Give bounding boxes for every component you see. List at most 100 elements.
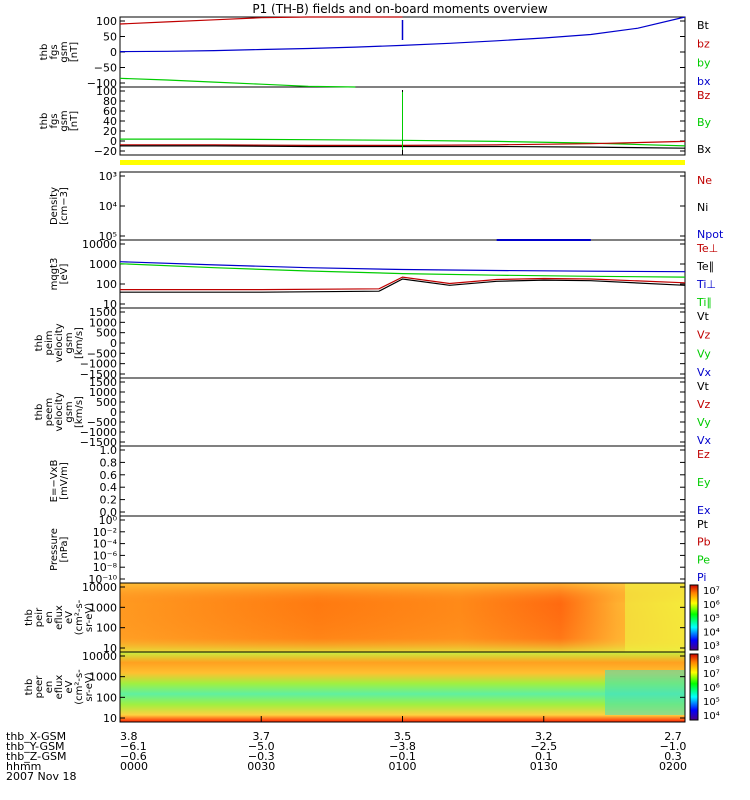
chart-title: P1 (TH-B) fields and on-board moments ov…: [252, 2, 548, 16]
axis-row-value: 0.1: [535, 750, 553, 763]
axis-row-value: 0200: [659, 760, 687, 773]
colorbar-peer-spectrogram: [689, 653, 699, 721]
y-tick-label: 0.2: [100, 494, 118, 507]
legend-pressure-0: Pt: [697, 518, 709, 531]
panel-frame-efield: [119, 445, 686, 517]
y-tick-label: 0.4: [100, 481, 118, 494]
legend-fgs-gse-1: By: [697, 116, 712, 129]
legend-peim-velocity-1: Vz: [697, 329, 711, 342]
y-tick-label: 20: [103, 125, 117, 138]
y-tick-label: 10⁵: [99, 230, 117, 243]
y-tick-label: 10000: [82, 581, 117, 594]
y-tick-label: 100: [96, 691, 117, 704]
series-Te⊥: [120, 276, 686, 291]
y-tick-label: 10⁴: [99, 200, 118, 213]
colorbar-tick-label: 10⁵: [703, 614, 720, 625]
y-axis-label: [nT]: [69, 42, 80, 62]
y-axis-label: thb: [39, 113, 50, 130]
legend-density-1: Ni: [697, 201, 708, 214]
y-axis-label: eflux: [54, 605, 65, 630]
axis-row-label: thb_Z-GSM: [6, 750, 66, 763]
y-tick-label: 0: [110, 135, 117, 148]
y-axis-label: Density: [49, 187, 60, 225]
y-tick-label: 0: [110, 337, 117, 350]
axis-row-value: −5.0: [248, 740, 275, 753]
legend-fgs-gse-2: Bx: [697, 143, 712, 156]
y-axis-label: [cm−3]: [59, 187, 70, 225]
axis-row-value: −1.0: [660, 740, 687, 753]
y-axis-label: thb: [34, 335, 45, 352]
legend-temperature-2: Ti⊥: [696, 278, 716, 291]
y-axis-label: peer: [34, 675, 45, 699]
axis-row-value: 3.8: [120, 730, 138, 743]
y-tick-label: 0: [110, 406, 117, 419]
axis-row-value: 3.5: [394, 730, 412, 743]
axis-row-value: 3.2: [535, 730, 553, 743]
colorbar-tick-label: 10⁶: [703, 600, 720, 611]
legend-peim-velocity-0: Vt: [697, 310, 710, 323]
y-axis-label: [nT]: [69, 111, 80, 131]
legend-peem-velocity-2: Vy: [697, 416, 711, 429]
data-layer: [119, 16, 686, 293]
peer-spectrogram-edge: [605, 670, 685, 715]
colorbar-tick-label: 10⁴: [703, 627, 720, 638]
y-axis-label: thb: [24, 679, 35, 696]
legend-pressure-1: Pb: [697, 536, 711, 549]
axis-row-value: 0.3: [664, 750, 682, 763]
y-tick-label: 1.0: [100, 444, 118, 457]
legend-efield-0: Ez: [697, 448, 710, 461]
y-axis-label: thb: [39, 44, 50, 61]
legend-peem-velocity-0: Vt: [697, 380, 710, 393]
axis-row-label: hhmm: [6, 760, 41, 773]
legend-fgs-gsm-3: bx: [697, 75, 711, 88]
y-tick-label: 1500: [89, 306, 117, 319]
y-axis-label: gsm: [64, 332, 75, 353]
y-axis-label: [mV/m]: [59, 462, 70, 500]
y-axis-label: mqgt3: [49, 258, 60, 291]
panel-frame-pressure: [119, 515, 686, 584]
series-by: [119, 77, 356, 88]
y-tick-label: −50: [94, 62, 117, 75]
panel-frame-density: [119, 171, 686, 241]
y-tick-label: 10⁻⁸: [93, 561, 118, 574]
series-Te∥: [120, 278, 686, 293]
y-tick-label: 10⁻²: [93, 526, 117, 539]
y-axis-label: peem: [44, 398, 55, 426]
y-axis-label: sr-eV): [84, 672, 95, 701]
axis-row-value: −3.8: [389, 740, 416, 753]
y-tick-label: −500: [87, 347, 117, 360]
legend-peem-velocity-3: Vx: [697, 434, 712, 447]
axis-row-value: −2.5: [530, 740, 557, 753]
y-tick-label: 10: [103, 642, 117, 655]
y-tick-label: 10000: [82, 238, 117, 251]
y-tick-label: 10⁻⁶: [93, 549, 118, 562]
y-axis-label: fgs: [49, 113, 60, 128]
y-tick-label: 10000: [82, 650, 117, 663]
y-tick-label: 0: [110, 46, 117, 59]
y-tick-label: 10⁻⁴: [93, 538, 118, 551]
axis-row-value: −0.1: [389, 750, 416, 763]
y-tick-label: −1500: [80, 368, 117, 381]
y-tick-label: −1000: [80, 426, 117, 439]
y-tick-label: 100: [96, 278, 117, 291]
y-axis-label: gsm: [64, 401, 75, 422]
y-tick-label: 1000: [89, 386, 117, 399]
y-tick-label: 80: [103, 95, 117, 108]
y-tick-label: 100: [96, 622, 117, 635]
y-tick-label: 50: [103, 31, 117, 44]
quality-flag-bar: [120, 160, 685, 165]
colorbar-tick-label: 10⁶: [703, 683, 720, 694]
legend-peim-velocity-2: Vy: [697, 347, 711, 360]
y-axis-label: eV: [64, 680, 75, 693]
legend-density-2: Npot: [697, 228, 724, 241]
axis-row-value: 0030: [247, 760, 275, 773]
y-axis-label: peim: [44, 330, 55, 355]
y-axis-label: velocity: [54, 392, 65, 431]
y-tick-label: 1000: [89, 258, 117, 271]
colorbar-tick-label: 10⁷: [703, 586, 720, 597]
y-axis-label: sr-eV): [84, 603, 95, 632]
y-tick-label: 500: [96, 396, 117, 409]
y-tick-label: 10³: [99, 170, 117, 183]
legend-fgs-gse-0: Bz: [697, 89, 711, 102]
